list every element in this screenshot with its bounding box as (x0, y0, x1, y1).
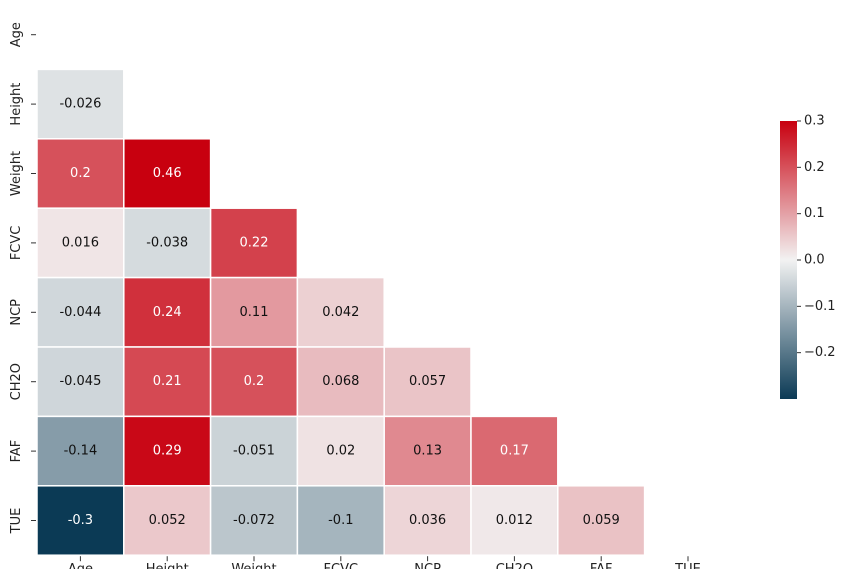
cell-value-label: 0.057 (409, 374, 446, 389)
heatmap-cell (36, 138, 125, 209)
cell-value-label: 0.042 (322, 305, 359, 320)
y-tick-label: Weight (9, 151, 24, 196)
y-tick-label: CH2O (9, 363, 24, 400)
heatmap-cell (296, 415, 385, 487)
heatmap-cell (123, 485, 212, 556)
cell-value-label: 0.11 (240, 305, 269, 320)
cell-value-label: 0.46 (153, 166, 182, 181)
heatmap-cell (296, 485, 385, 556)
cell-value-label: -0.044 (59, 305, 101, 320)
heatmap-cell (36, 68, 125, 140)
cell-value-label: 0.016 (62, 235, 99, 250)
colorbar-tick-label: −0.1 (804, 299, 836, 314)
cell-value-label: 0.21 (153, 374, 182, 389)
heatmap-cell (296, 346, 385, 418)
x-tick-label: Age (68, 562, 93, 569)
heatmap-cell (296, 276, 385, 348)
cell-value-label: -0.045 (59, 374, 101, 389)
cell-value-label: -0.072 (233, 513, 275, 528)
colorbar-tick-label: 0.3 (804, 114, 825, 129)
cell-value-label: -0.3 (68, 513, 93, 528)
cell-value-label: 0.036 (409, 513, 446, 528)
colorbar-gradient (780, 121, 797, 399)
cell-value-label: -0.051 (233, 444, 275, 459)
y-tick-label: NCP (9, 299, 24, 326)
colorbar-tick-label: 0.1 (804, 206, 825, 221)
cell-value-label: 0.068 (322, 374, 359, 389)
heatmap-cell (209, 207, 299, 279)
x-tick-label: Height (146, 562, 189, 569)
cell-value-label: -0.026 (59, 97, 101, 112)
heatmap-cell (470, 485, 559, 556)
x-tick-label: TUE (674, 562, 701, 569)
cell-value-label: -0.038 (146, 235, 188, 250)
y-tick-label: FCVC (9, 226, 24, 261)
colorbar-tick-label: 0.2 (804, 160, 825, 175)
cell-value-label: 0.22 (240, 235, 269, 250)
x-tick-label: CH2O (496, 562, 533, 569)
cell-value-label: 0.02 (326, 444, 355, 459)
cell-value-label: 0.059 (583, 513, 620, 528)
heatmap-cells: -0.026 0.2 0.46 0.016 -0.038 0.22 -0.044 0.24 0.… (36, 68, 646, 556)
y-tick-label: Height (9, 83, 24, 126)
heatmap-cell (209, 415, 299, 487)
x-axis: Age Height Weight FCVC NCP CH2O FAF TUE (68, 556, 701, 569)
colorbar: 0.3 0.2 0.1 0.0 −0.1 −0.2 (780, 114, 836, 399)
cell-value-label: 0.052 (149, 513, 186, 528)
heatmap-cell (123, 276, 212, 348)
x-tick-label: FAF (590, 562, 613, 569)
cell-value-label: 0.2 (244, 374, 265, 389)
heatmap-cell (470, 415, 559, 487)
heatmap-cell (123, 346, 212, 418)
heatmap-cell (123, 415, 212, 487)
heatmap-cell (36, 415, 125, 487)
y-tick-label: Age (9, 22, 24, 47)
cell-value-label: 0.2 (70, 166, 91, 181)
heatmap-cell (36, 485, 125, 556)
y-axis: Age Height Weight FCVC NCP CH2O FAF TUE (9, 22, 36, 534)
y-tick-label: FAF (9, 440, 24, 463)
colorbar-tick-label: −0.2 (804, 345, 836, 360)
heatmap-cell (383, 415, 472, 487)
x-tick-label: Weight (231, 562, 276, 569)
cell-value-label: 0.17 (500, 444, 529, 459)
x-tick-label: FCVC (324, 562, 359, 569)
cell-value-label: 0.29 (153, 444, 182, 459)
cell-value-label: 0.012 (496, 513, 533, 528)
cell-value-label: -0.1 (328, 513, 353, 528)
heatmap-cell (123, 138, 212, 209)
heatmap-cell (557, 485, 646, 556)
cell-value-label: 0.13 (413, 444, 442, 459)
cell-value-label: 0.24 (153, 305, 182, 320)
x-tick-label: NCP (414, 562, 441, 569)
y-tick-label: TUE (9, 508, 24, 535)
colorbar-tick-label: 0.0 (804, 253, 825, 268)
cell-value-label: -0.14 (64, 444, 98, 459)
